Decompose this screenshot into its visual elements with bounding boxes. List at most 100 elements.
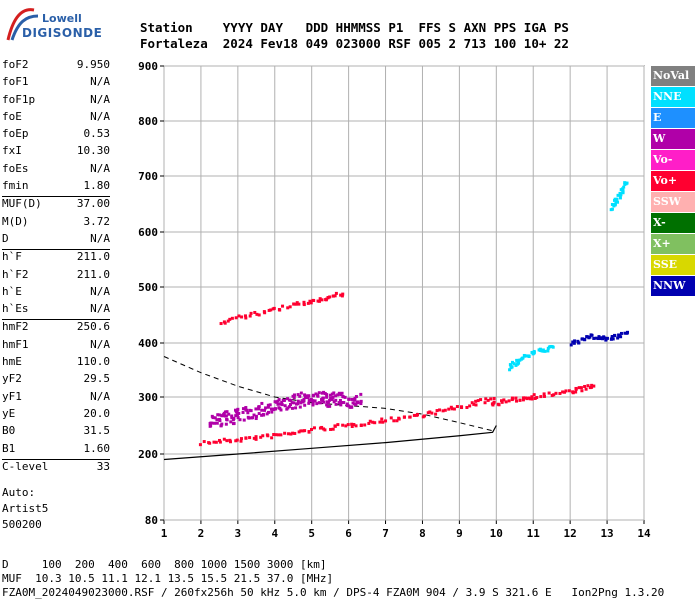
trace-point: [267, 308, 271, 312]
trace-point: [346, 423, 350, 427]
trace-point: [589, 333, 593, 337]
plot-frame: [163, 65, 645, 521]
trace-point: [240, 315, 244, 319]
param-value: 250.6: [76, 320, 110, 334]
trace-point: [546, 346, 550, 350]
trace-point: [447, 407, 451, 411]
trace-point: [294, 406, 298, 410]
trace-point: [234, 414, 238, 418]
trace-point: [392, 419, 396, 423]
trace-point: [244, 406, 248, 410]
trace-point: [331, 427, 335, 431]
trace-point: [339, 403, 343, 407]
trace-point: [571, 390, 575, 394]
trace-spread-f: [208, 390, 363, 428]
param-row: B1 1.60: [2, 442, 110, 459]
trace-point: [554, 391, 558, 395]
trace-point: [222, 437, 226, 441]
y-tick-label: 800: [138, 115, 158, 128]
trace-point: [269, 308, 273, 312]
trace-point: [259, 435, 263, 439]
trace-point: [302, 300, 306, 304]
trace-point: [603, 336, 607, 340]
trace-point: [486, 398, 490, 402]
trace-point: [441, 409, 445, 413]
trace-point: [262, 310, 266, 314]
trace-point: [574, 390, 578, 394]
trace-point: [334, 398, 338, 402]
param-row: foF1 N/A: [2, 75, 110, 92]
trace-point: [225, 418, 229, 422]
trace-point: [244, 316, 248, 320]
header-row1: Station YYYY DAY DDD HHMMSS P1 FFS S AXN…: [140, 20, 569, 35]
trace-point: [333, 294, 337, 298]
trace-point: [328, 295, 332, 299]
x-tick-label: 12: [564, 527, 577, 540]
trace-point: [264, 406, 268, 410]
trace-point: [211, 416, 215, 420]
trace-point: [278, 308, 282, 312]
trace-point: [217, 413, 221, 417]
param-row: foEs N/A: [2, 162, 110, 179]
trace-point: [235, 438, 239, 442]
trace-point: [528, 397, 532, 401]
trace-point: [219, 424, 223, 428]
trace-point: [577, 386, 581, 390]
trace-point: [244, 436, 248, 440]
trace-point: [287, 405, 291, 409]
trace-point: [220, 422, 224, 426]
trace-point: [328, 393, 332, 397]
trace-point: [530, 350, 534, 354]
trace-point: [509, 364, 513, 368]
trace-point: [302, 397, 306, 401]
param-value: 20.0: [83, 406, 111, 420]
trace-point: [491, 403, 495, 407]
param-row: M(D) 3.72: [2, 215, 110, 232]
trace-point: [569, 343, 573, 347]
trace-point: [500, 400, 504, 404]
trace-point: [296, 393, 300, 397]
trace-point: [266, 434, 270, 438]
trace-point: [604, 338, 608, 342]
trace-point: [262, 413, 266, 417]
trace-point: [610, 334, 614, 338]
trace-point: [348, 405, 352, 409]
trace-point: [621, 188, 625, 192]
trace-point: [616, 336, 620, 340]
trace-point: [257, 412, 261, 416]
trace-point: [297, 430, 301, 434]
trace-point: [232, 422, 236, 426]
trace-point: [422, 414, 426, 418]
trace-point: [546, 349, 550, 353]
param-label: hmF1: [2, 337, 29, 351]
trace-point: [230, 416, 234, 420]
trace-point: [367, 421, 371, 425]
trace-point: [270, 410, 274, 414]
trace-point: [241, 410, 245, 414]
trace-point: [389, 416, 393, 420]
trace-point: [350, 425, 354, 429]
trace-point: [443, 408, 447, 412]
param-label: foE: [2, 109, 22, 123]
trace-point: [310, 427, 314, 431]
trace-point: [435, 409, 439, 413]
trace-point: [384, 419, 388, 423]
trace-point: [350, 397, 354, 401]
trace-point: [309, 301, 313, 305]
trace-point: [525, 354, 529, 358]
trace-point: [285, 407, 289, 411]
trace-point: [590, 385, 594, 389]
param-label: yE: [2, 406, 16, 420]
trace-point: [280, 403, 284, 407]
trace-point: [225, 439, 229, 443]
autoscaling-info: Auto: Artist5 500200: [2, 485, 48, 533]
trace-point: [527, 354, 531, 358]
param-separator: [2, 196, 110, 198]
x-tick-label: 14: [637, 527, 651, 540]
trace-point: [246, 411, 250, 415]
trace-point: [507, 399, 511, 403]
x-tick-label: 8: [419, 527, 426, 540]
trace-oblique-nne: [508, 344, 555, 372]
param-label: foF2: [2, 58, 29, 71]
trace-point: [359, 402, 363, 406]
